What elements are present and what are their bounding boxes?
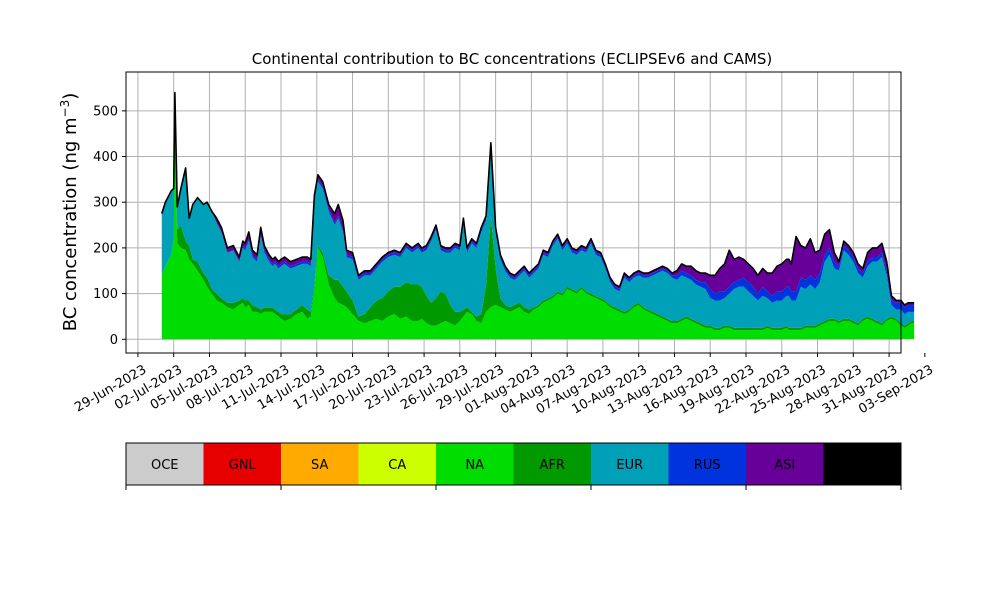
legend-swatch-oce: [126, 443, 204, 485]
legend-label-sa: SA: [311, 458, 328, 473]
y-axis-label: BC concentration (ng m−3): [58, 93, 81, 332]
legend-swatch-afr: [513, 443, 592, 485]
legend-swatch-rus: [668, 443, 747, 485]
legend-label-gnl: GNL: [229, 458, 257, 473]
legend-label-rus: RUS: [694, 458, 721, 473]
legend-swatch-na: [436, 443, 514, 485]
area-asi: [161, 92, 915, 308]
legend-label-eur: EUR: [616, 458, 643, 473]
legend-swatch-eur: [591, 443, 669, 485]
stacked-areas: [161, 92, 915, 340]
legend-swatch-ca: [358, 443, 437, 485]
legend-label-oce: OCE: [151, 458, 179, 473]
y-tick-label: 100: [93, 287, 118, 302]
legend-label-na: NA: [465, 458, 484, 473]
y-axis-label-close: ): [60, 93, 81, 100]
legend-label-ca: CA: [388, 458, 406, 473]
y-axis: 0 100 200 300 400 500: [93, 104, 126, 348]
y-tick-label: 500: [93, 104, 118, 119]
legend-colorbar: OCE GNL SA CA NA AFR EUR RUS ASI AUS: [125, 442, 902, 490]
y-tick-label: 400: [93, 150, 118, 165]
y-axis-label-exponent: −3: [58, 100, 72, 118]
legend-label-aus: AUS: [849, 458, 876, 473]
legend-frame: [125, 442, 902, 486]
y-tick-label: 0: [110, 333, 118, 348]
x-axis: 29-Jun-202302-Jul-202305-Jul-202308-Jul-…: [72, 353, 936, 418]
y-tick-label: 200: [93, 241, 118, 256]
total-line-layer: [161, 91, 915, 306]
legend-label-afr: AFR: [540, 458, 565, 473]
legend-label-asi: ASI: [774, 458, 795, 473]
legend-swatch-asi: [746, 443, 824, 485]
legend-swatch-aus: [823, 443, 902, 485]
y-axis-label-text: BC concentration (ng m: [60, 117, 81, 331]
chart-title: Continental contribution to BC concentra…: [252, 50, 773, 68]
area-eur: [161, 92, 915, 328]
plot-frame: [125, 71, 902, 354]
area-na: [161, 119, 915, 340]
y-tick-label: 300: [93, 196, 118, 211]
legend-swatch-gnl: [203, 443, 282, 485]
legend-swatch-sa: [281, 443, 359, 485]
total-line: [161, 91, 915, 306]
